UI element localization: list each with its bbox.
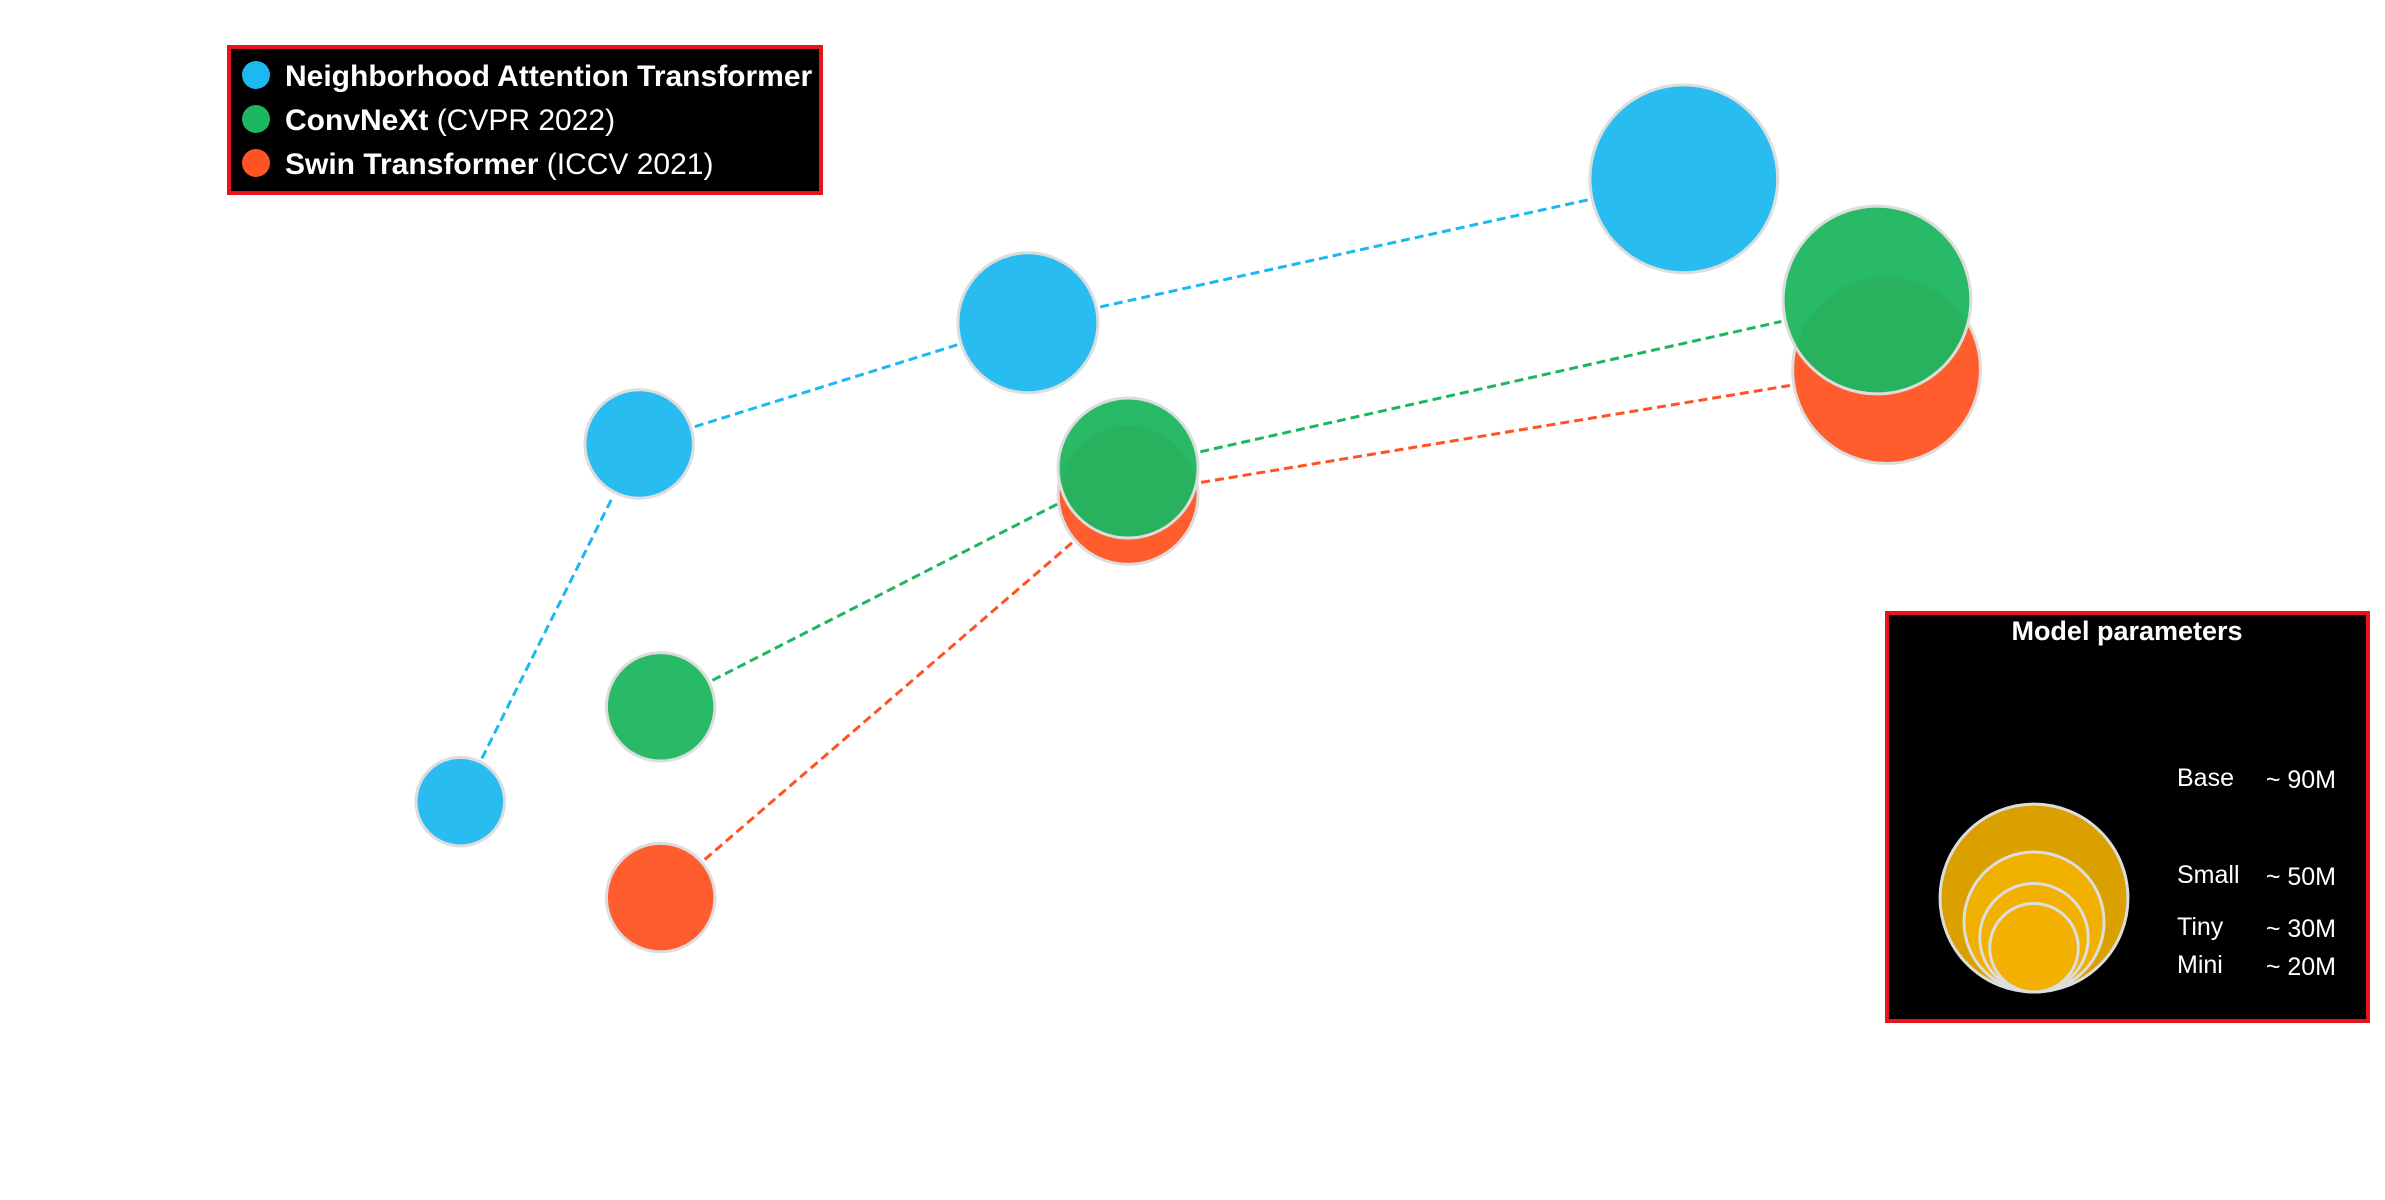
size-legend-value: ~ 50M	[2266, 863, 2336, 891]
series-legend: Neighborhood Attention Transformer ConvNe…	[227, 45, 823, 195]
data-point	[583, 388, 695, 500]
size-legend-title: Model parameters	[2011, 616, 2242, 646]
series-line-segment	[703, 541, 1074, 861]
legend-label: Swin Transformer (ICCV 2021)	[285, 148, 713, 181]
data-point	[604, 651, 717, 763]
size-legend-value: ~ 30M	[2266, 915, 2336, 943]
series-lines	[480, 198, 1791, 861]
data-point	[414, 755, 507, 848]
size-legend-value: ~ 20M	[2266, 953, 2336, 981]
legend-series-name: ConvNeXt	[285, 104, 428, 137]
size-legend-bubble	[1988, 901, 2080, 994]
size-legend-value: ~ 90M	[2266, 766, 2336, 794]
data-point	[1588, 83, 1780, 275]
series-line-segment	[1199, 319, 1782, 454]
size-legend-label: Mini	[2177, 951, 2223, 979]
legend-series-name: Swin Transformer	[285, 148, 539, 181]
legend-series-name: Neighborhood Attention Transformer	[285, 60, 813, 93]
size-legend-label: Tiny	[2177, 913, 2224, 941]
legend-label: ConvNeXt (CVPR 2022)	[285, 104, 615, 137]
legend-marker	[242, 61, 270, 89]
legend-label: Neighborhood Attention Transformer	[285, 60, 813, 93]
data-point	[604, 841, 717, 954]
size-legend-label: Small	[2177, 861, 2240, 889]
data-point	[1056, 396, 1200, 540]
series-legend-box	[227, 45, 823, 195]
legend-marker	[242, 105, 270, 133]
series-line-segment	[1200, 384, 1791, 484]
legend-marker	[242, 149, 270, 177]
series-line-segment	[1099, 198, 1589, 309]
series-line-segment	[694, 343, 958, 429]
size-legend-label: Base	[2177, 764, 2234, 792]
size-legend: Model parameters Base ~ 90M Small ~ 50M Tiny…	[1885, 611, 2370, 1023]
series-line-segment	[711, 500, 1063, 682]
data-point	[956, 251, 1100, 395]
series-line-segment	[480, 495, 615, 760]
legend-series-suffix: (ICCV 2021)	[538, 148, 713, 181]
series-points	[414, 83, 1982, 954]
data-point	[1781, 204, 1973, 396]
legend-series-suffix: (CVPR 2022)	[428, 104, 615, 137]
